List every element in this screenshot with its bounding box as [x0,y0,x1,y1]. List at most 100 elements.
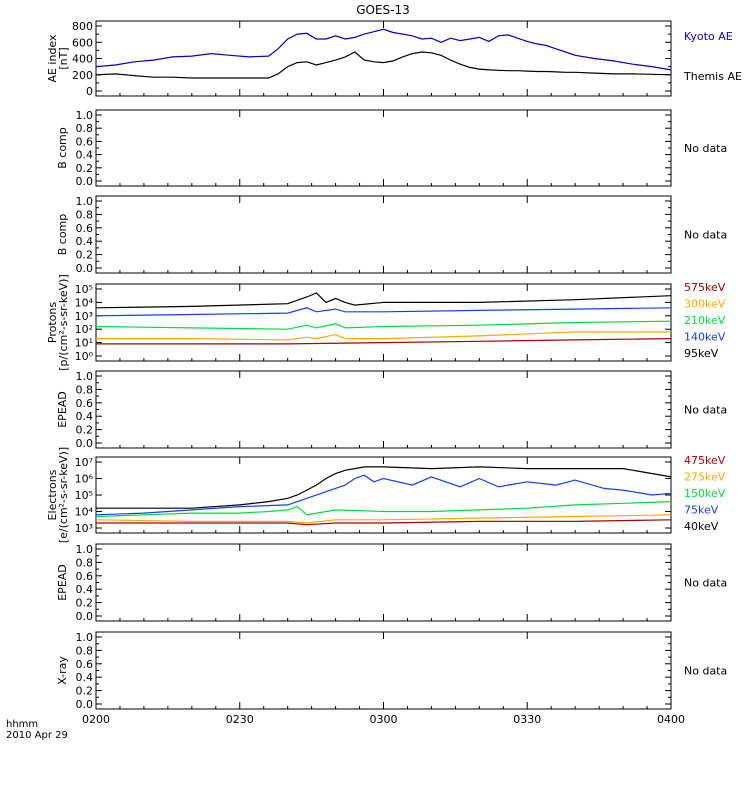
y-tick-label: 0.0 [76,262,94,275]
legend-95keV: 95keV [684,347,719,360]
y-axis-label: X-ray [56,656,69,685]
figure-title: GOES-13 [356,3,410,17]
series-line-150kev [95,501,672,518]
y-tick-label: 0.4 [76,149,94,162]
y-tick-label: 600 [72,36,93,49]
series-line-300kev [96,331,671,341]
series-line-themis-ae [95,51,672,79]
y-tick-label: 0.0 [76,437,94,450]
legend-75keV: 75keV [684,504,719,517]
y-tick-label: 10⁴ [75,296,94,309]
x-tick-label: 0200 [82,713,110,726]
legend-themis-ae: Themis AE [683,70,742,83]
x-tick-label: 0330 [513,713,541,726]
y-tick-label: 1.0 [76,109,94,122]
date-label: 2010 Apr 29 [6,730,68,741]
series-line-kyoto-ae [95,28,672,71]
y-tick-label: 400 [72,53,93,66]
y-axis-label: B comp [56,127,69,169]
panel-x_ray: 0.00.20.40.60.81.0 X-ray No data [56,631,727,711]
panel-epead_2: 0.00.20.40.60.81.0 EPEAD No data [56,543,727,623]
y-tick-label: 0.4 [76,410,94,423]
y-axis-label: [nT] [57,47,70,69]
legend-575keV: 575keV [684,281,726,294]
y-tick-label: 0.4 [76,583,94,596]
y-tick-label: 0.0 [76,698,94,711]
panel-frame [95,109,672,187]
y-tick-label: 10² [75,323,93,336]
y-axis-label: B comp [56,214,69,256]
legend-150keV: 150keV [684,487,726,500]
x-tick-label: 0230 [226,713,254,726]
y-tick-label: 0 [86,85,93,98]
y-tick-label: 0.2 [76,597,94,610]
series-line-140kev [95,307,672,317]
series-line-275kev [95,514,672,524]
y-axis-label: EPEAD [56,564,69,601]
y-axis-label: EPEAD [56,391,69,428]
panel-frame [95,20,672,97]
panel-frame [95,631,672,710]
panel-b_comp_2: 0.00.20.40.60.81.0 B comp No data [56,195,727,275]
legend-300keV: 300keV [684,298,726,311]
y-tick-label: 1.0 [76,543,94,556]
series-line-75kev [95,474,672,516]
series-line-475kev [96,519,672,526]
y-tick-label: 0.4 [76,235,94,248]
y-tick-label: 0.4 [76,671,94,684]
y-axis-label: Electrons [46,469,59,520]
x-tick-label: 0300 [370,713,398,726]
y-axis-label: [p/(cm²-s-sr-keV)] [57,274,70,371]
y-tick-label: 1.0 [76,370,94,383]
y-tick-label: 10⁵ [75,489,93,502]
legend-210keV: 210keV [684,314,726,327]
no-data-label: No data [684,229,727,242]
legend-kyoto-ae: Kyoto AE [684,30,733,43]
y-tick-label: 0.6 [76,658,94,671]
no-data-label: No data [684,577,727,590]
panel-electrons: 10³ 10⁴ 10⁵ 10⁶ 10⁷ Electrons[e/(cm²-s-sr-keV… [46,447,726,543]
y-tick-label: 0.6 [76,397,94,410]
panel-frame [95,370,672,449]
series-line-575kev [96,338,672,345]
y-tick-label: 10⁷ [75,456,93,469]
y-axis-label: [e/(cm²-s-sr-keV)] [57,447,70,543]
time-axis-label: hhmm [6,719,38,730]
y-tick-label: 200 [72,69,93,82]
y-tick-label: 0.6 [76,135,94,148]
series-line-210kev [95,320,672,330]
y-tick-label: 10¹ [75,337,93,350]
y-tick-label: 0.0 [76,610,94,623]
panel-frame [95,543,672,622]
y-tick-label: 1.0 [76,195,94,208]
y-tick-label: 0.2 [76,424,94,437]
y-tick-label: 0.2 [76,249,94,262]
panel-frame [95,195,672,274]
legend-40keV: 40keV [684,520,719,533]
series-line-95kev [95,292,672,309]
x-tick-label: 0400 [657,713,685,726]
y-tick-label: 0.8 [76,383,94,396]
y-tick-label: 0.2 [76,685,94,698]
y-tick-label: 1.0 [76,631,94,644]
series-line-40kev [96,466,672,509]
time-axis: 0200 0230 0300 0330 0400 [82,713,685,726]
y-axis-label: AE index [46,34,59,83]
y-tick-label: 800 [72,20,93,33]
panel-ae_index: 0 200 400 600 800 AE index[nT] Kyoto AE Themis … [46,20,742,98]
y-tick-label: 10³ [75,522,93,535]
y-tick-label: 10⁶ [75,473,94,486]
y-axis-label: Protons [46,302,59,343]
y-tick-label: 0.8 [76,556,94,569]
legend-275keV: 275keV [684,471,726,484]
y-tick-label: 10⁰ [75,350,94,363]
panel-epead_1: 0.00.20.40.60.81.0 EPEAD No data [56,370,727,450]
no-data-label: No data [684,404,727,417]
panel-b_comp_1: 0.00.20.40.60.81.0 B comp No data [56,109,727,188]
y-tick-label: 10³ [75,310,93,323]
y-tick-label: 0.8 [76,208,94,221]
panels-group: 0 200 400 600 800 AE index[nT] Kyoto AE Themis … [46,20,742,711]
y-tick-label: 0.0 [76,175,94,188]
